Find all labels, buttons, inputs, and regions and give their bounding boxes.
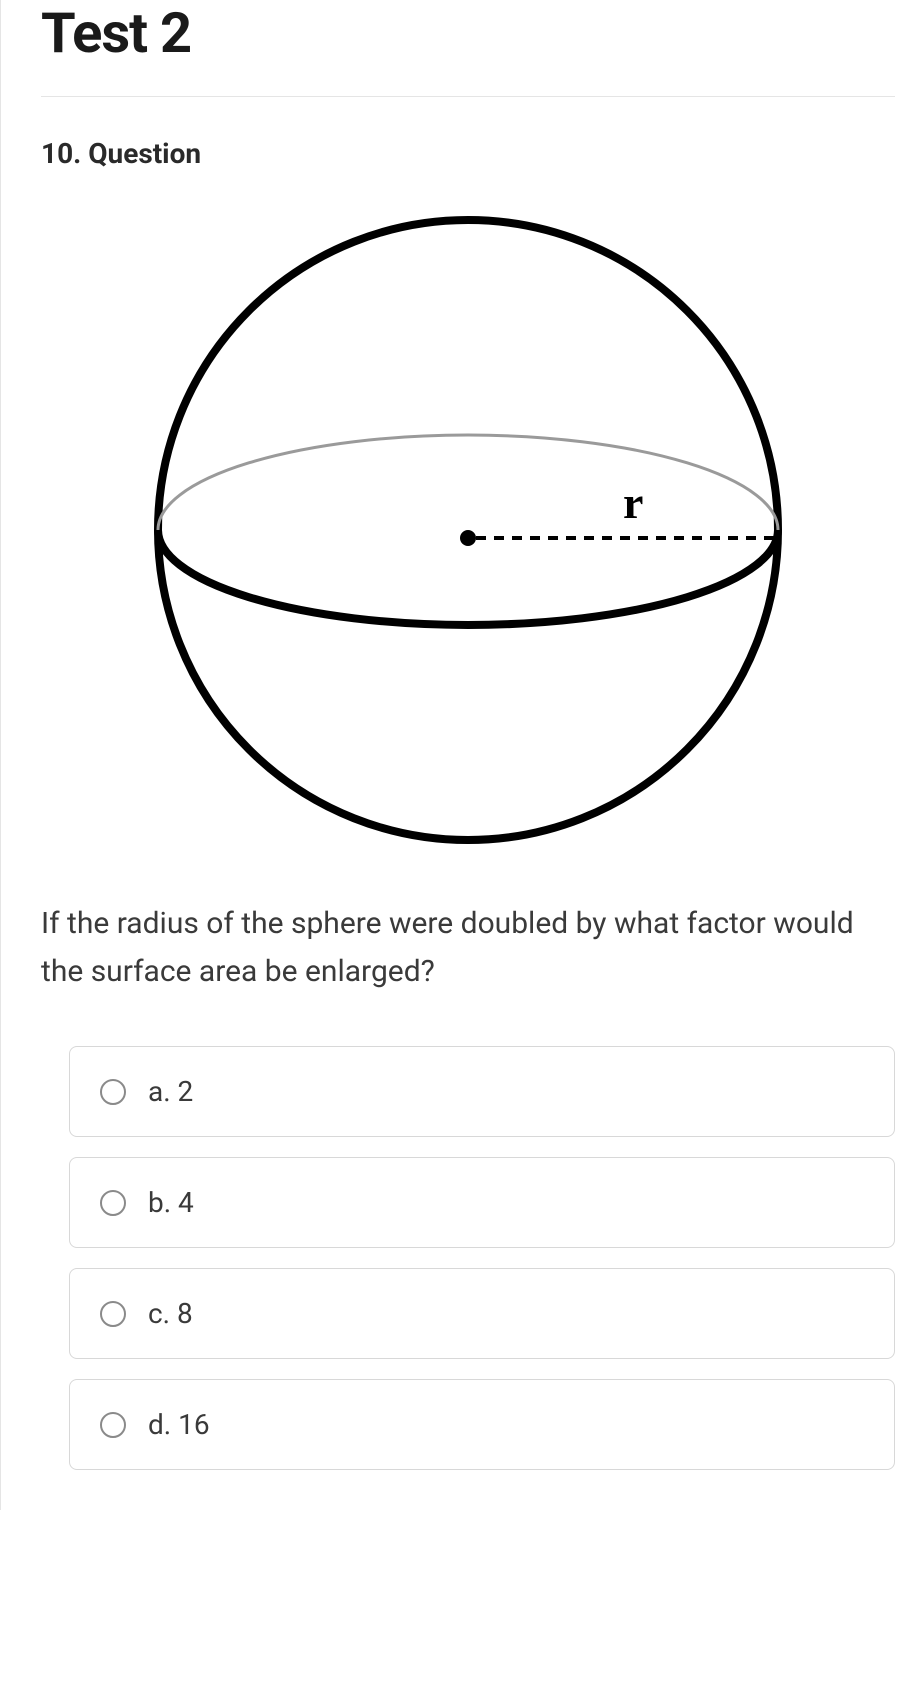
- page-title: Test 2: [41, 0, 895, 97]
- option-label: a. 2: [148, 1075, 193, 1108]
- radio-icon: [100, 1190, 126, 1216]
- radius-label: r: [623, 477, 643, 528]
- question-number-label: 10. Question: [41, 137, 895, 170]
- option-a[interactable]: a. 2: [69, 1046, 895, 1137]
- option-label: b. 4: [148, 1186, 194, 1219]
- sphere-diagram: r: [41, 200, 895, 860]
- radio-icon: [100, 1301, 126, 1327]
- option-label: d. 16: [148, 1408, 210, 1441]
- option-b[interactable]: b. 4: [69, 1157, 895, 1248]
- option-c[interactable]: c. 8: [69, 1268, 895, 1359]
- option-d[interactable]: d. 16: [69, 1379, 895, 1470]
- question-text: If the radius of the sphere were doubled…: [41, 900, 895, 996]
- radio-icon: [100, 1412, 126, 1438]
- radio-icon: [100, 1079, 126, 1105]
- options-list: a. 2 b. 4 c. 8 d. 16: [41, 1046, 895, 1470]
- option-label: c. 8: [148, 1297, 193, 1330]
